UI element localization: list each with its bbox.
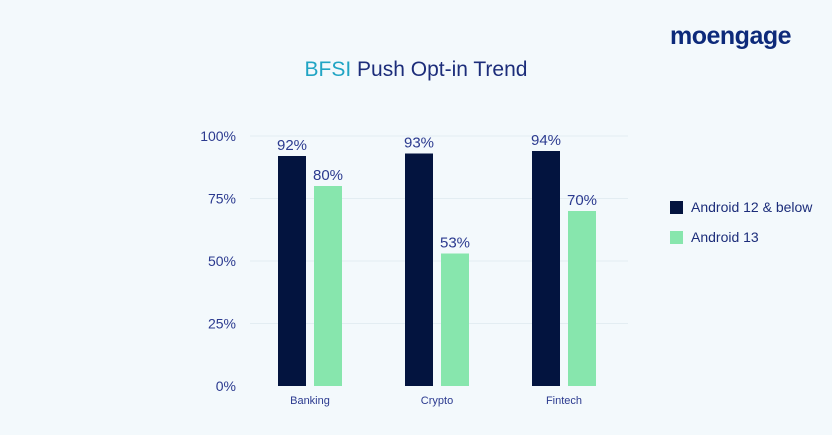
- x-tick-label: Banking: [290, 395, 330, 407]
- x-tick-label: Crypto: [421, 395, 453, 407]
- y-tick-label: 0%: [216, 378, 236, 394]
- bar-android-12-below-fintech: [532, 151, 560, 386]
- legend-label: Android 13: [691, 229, 759, 245]
- y-tick-label: 100%: [200, 128, 236, 144]
- data-label: 80%: [313, 167, 343, 184]
- data-label: 93%: [404, 135, 434, 152]
- title-accent: BFSI: [304, 58, 352, 81]
- y-tick-label: 25%: [208, 316, 236, 332]
- data-label: 53%: [440, 235, 470, 252]
- data-label: 94%: [531, 132, 561, 149]
- bar-android-12-below-banking: [278, 156, 306, 386]
- bar-android-12-below-crypto: [405, 153, 433, 386]
- data-label: 70%: [567, 192, 597, 209]
- bar-android-13-banking: [314, 186, 342, 386]
- data-label: 92%: [277, 137, 307, 154]
- legend: Android 12 & below Android 13: [670, 192, 812, 252]
- x-tick-label: Fintech: [546, 395, 582, 407]
- y-tick-label: 75%: [208, 191, 236, 207]
- legend-swatch: [670, 200, 683, 214]
- legend-item-android-12: Android 12 & below: [670, 192, 812, 222]
- bar-android-13-fintech: [568, 211, 596, 386]
- bar-android-13-crypto: [441, 253, 469, 386]
- legend-item-android-13: Android 13: [670, 222, 812, 252]
- legend-swatch: [670, 230, 683, 244]
- title-rest: Push Opt-in Trend: [357, 58, 528, 81]
- moengage-logo: moengage: [670, 22, 792, 50]
- y-tick-label: 50%: [208, 253, 236, 269]
- legend-label: Android 12 & below: [691, 199, 813, 215]
- chart-title: BFSI Push Opt-in Trend: [0, 58, 832, 82]
